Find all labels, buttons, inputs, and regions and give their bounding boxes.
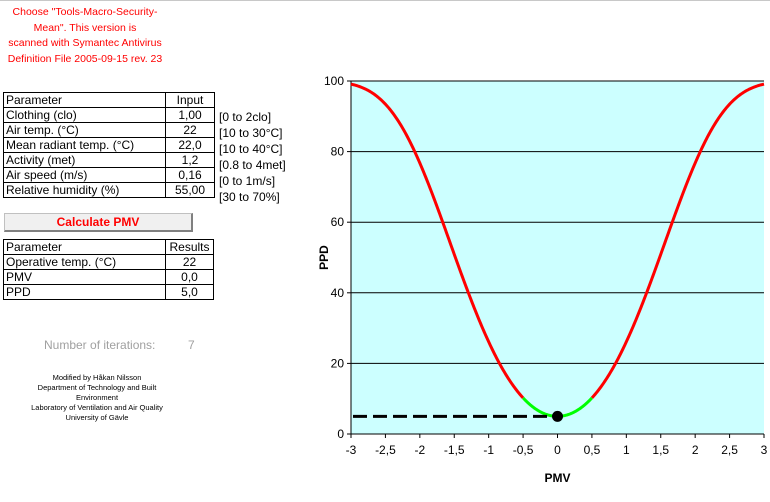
y-tick-label: 80 bbox=[331, 145, 345, 159]
header-input: Input bbox=[165, 92, 215, 108]
result-row-pmv: PMV 0,0 bbox=[3, 269, 214, 285]
header-parameter: Parameter bbox=[3, 92, 166, 108]
header-parameter: Parameter bbox=[3, 239, 166, 255]
input-row-radiant-temp: Mean radiant temp. (°C) 22,0 bbox=[3, 137, 215, 153]
operative-temp-value: 22 bbox=[165, 254, 214, 270]
input-row-clothing: Clothing (clo) 1,00 bbox=[3, 107, 215, 123]
y-tick-label: 0 bbox=[337, 427, 344, 441]
top-border-line bbox=[0, 0, 770, 1]
pmv-ppd-chart: 0 20 40 60 80 100 -3 -2,5 -2 -1,5 -1 -0,5 0 0,5 1 1,5 2 2… bbox=[317, 74, 768, 485]
result-table: Parameter Results Operative temp. (°C) 2… bbox=[3, 239, 214, 300]
y-tick-label: 20 bbox=[331, 356, 345, 370]
x-tick-label: 2 bbox=[692, 443, 699, 457]
input-table: Parameter Input Clothing (clo) 1,00 Air … bbox=[3, 92, 215, 198]
activity-range: [0.8 to 4met] bbox=[219, 158, 286, 172]
pmv-value: 0,0 bbox=[165, 269, 214, 285]
humidity-label: Relative humidity (%) bbox=[3, 182, 166, 198]
operative-temp-label: Operative temp. (°C) bbox=[3, 254, 166, 270]
x-tick-label: -1,5 bbox=[444, 443, 465, 457]
air-temp-label: Air temp. (°C) bbox=[3, 122, 166, 138]
header-results: Results bbox=[165, 239, 214, 255]
clothing-label: Clothing (clo) bbox=[3, 107, 166, 123]
credits-line: Modified by Håkan Nilsson bbox=[52, 373, 142, 382]
input-table-header: Parameter Input bbox=[3, 92, 215, 108]
warning-line: Definition File 2005-09-15 rev. 23 bbox=[7, 52, 163, 65]
credits-line: Department of Technology and Built bbox=[37, 383, 157, 392]
warning-line: Mean". This version is bbox=[33, 21, 137, 34]
iterations-label: Number of iterations: bbox=[44, 338, 156, 352]
activity-label: Activity (met) bbox=[3, 152, 166, 168]
x-tick-label: 0 bbox=[554, 443, 561, 457]
pmv-label: PMV bbox=[3, 269, 166, 285]
x-tick-label: 1 bbox=[623, 443, 630, 457]
result-row-ppd: PPD 5,0 bbox=[3, 284, 214, 300]
air-speed-range: [0 to 1m/s] bbox=[219, 174, 276, 188]
air-temp-range: [10 to 30°C] bbox=[219, 126, 283, 140]
x-tick-label: -0,5 bbox=[513, 443, 534, 457]
y-tick-label: 60 bbox=[331, 215, 345, 229]
x-tick-label: -1 bbox=[483, 443, 494, 457]
credits-line: University of Gävle bbox=[65, 413, 129, 422]
y-axis-label: PPD bbox=[317, 245, 331, 270]
clothing-range: [0 to 2clo] bbox=[219, 110, 272, 124]
air-speed-input[interactable]: 0,16 bbox=[165, 167, 215, 183]
ppd-value: 5,0 bbox=[165, 284, 214, 300]
radiant-temp-input[interactable]: 22,0 bbox=[165, 137, 215, 153]
result-row-operative-temp: Operative temp. (°C) 22 bbox=[3, 254, 214, 270]
calculate-pmv-button[interactable]: Calculate PMV bbox=[4, 213, 193, 232]
result-table-header: Parameter Results bbox=[3, 239, 214, 255]
x-tick-label: 0,5 bbox=[584, 443, 601, 457]
air-speed-label: Air speed (m/s) bbox=[3, 167, 166, 183]
iterations-value: 7 bbox=[188, 338, 195, 352]
credits-block: Modified by Håkan Nilsson Department of … bbox=[4, 373, 190, 423]
x-tick-label: 2,5 bbox=[721, 443, 738, 457]
humidity-input[interactable]: 55,00 bbox=[165, 182, 215, 198]
credits-line: Laboratory of Ventilation and Air Qualit… bbox=[31, 403, 163, 412]
credits-line: Environment bbox=[75, 393, 119, 402]
input-row-air-speed: Air speed (m/s) 0,16 bbox=[3, 167, 215, 183]
plot-area bbox=[351, 81, 764, 434]
ppd-curve-right bbox=[590, 82, 765, 399]
input-row-humidity: Relative humidity (%) 55,00 bbox=[3, 182, 215, 198]
y-tick-label: 40 bbox=[331, 286, 345, 300]
radiant-temp-label: Mean radiant temp. (°C) bbox=[3, 137, 166, 153]
activity-input[interactable]: 1,2 bbox=[165, 152, 215, 168]
current-point-marker bbox=[552, 410, 563, 422]
x-tick-label: 1,5 bbox=[652, 443, 669, 457]
ppd-curve-left bbox=[350, 82, 525, 399]
clothing-input[interactable]: 1,00 bbox=[165, 107, 215, 123]
warning-line: scanned with Symantec Antivirus bbox=[8, 37, 162, 49]
x-tick-label: -2,5 bbox=[375, 443, 396, 457]
radiant-temp-range: [10 to 40°C] bbox=[219, 142, 283, 156]
x-tick-label: -3 bbox=[346, 443, 357, 457]
x-tick-label: -2 bbox=[414, 443, 425, 457]
warning-line: Choose "Tools-Macro-Security- bbox=[12, 6, 158, 18]
air-temp-input[interactable]: 22 bbox=[165, 122, 215, 138]
input-row-activity: Activity (met) 1,2 bbox=[3, 152, 215, 168]
input-row-air-temp: Air temp. (°C) 22 bbox=[3, 122, 215, 138]
humidity-range: [30 to 70%] bbox=[219, 190, 280, 204]
x-axis-label: PMV bbox=[544, 471, 570, 485]
y-tick-label: 100 bbox=[324, 74, 344, 88]
x-tick-label: 3 bbox=[761, 443, 768, 457]
ppd-label: PPD bbox=[3, 284, 166, 300]
macro-security-warning: Choose "Tools-Macro-Security- Mean". Thi… bbox=[2, 5, 168, 67]
